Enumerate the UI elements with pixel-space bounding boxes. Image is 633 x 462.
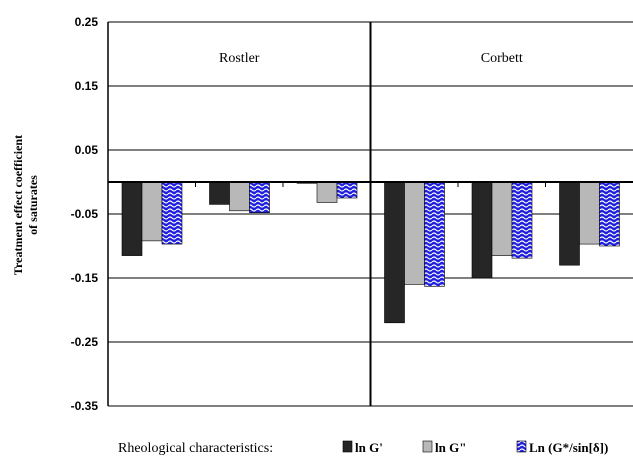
legend: Rheological characteristics: ln G' ln G" Ln… bbox=[118, 440, 608, 456]
panel-label: Corbett bbox=[481, 51, 523, 66]
bar bbox=[384, 181, 405, 324]
bar bbox=[599, 181, 620, 247]
bar bbox=[316, 181, 338, 203]
legend-swatch bbox=[422, 440, 433, 453]
bar bbox=[161, 181, 183, 245]
y-tick-label: 0.15 bbox=[75, 79, 99, 93]
y-tick-label: -0.35 bbox=[71, 399, 99, 413]
panel-labels: Rostler Corbett bbox=[219, 51, 523, 66]
axes bbox=[107, 22, 633, 406]
bar bbox=[141, 181, 163, 242]
y-tick-label: -0.15 bbox=[71, 271, 99, 285]
y-tick-label: 0.05 bbox=[75, 143, 99, 157]
bar bbox=[404, 181, 425, 285]
bar bbox=[559, 181, 580, 266]
y-tick-label: -0.05 bbox=[71, 207, 99, 221]
y-tick-label: -0.25 bbox=[71, 335, 99, 349]
legend-entry: ln G' bbox=[355, 440, 383, 455]
legend-swatch bbox=[516, 440, 527, 453]
y-axis-label-line: Treatment effect coefficient bbox=[11, 135, 25, 275]
bar bbox=[229, 181, 250, 212]
legend-swatch bbox=[342, 440, 353, 453]
bar bbox=[579, 181, 600, 245]
bar bbox=[424, 181, 445, 287]
legend-title: Rheological characteristics: bbox=[118, 441, 273, 456]
y-axis-label: Treatment effect coefficient of saturates bbox=[11, 135, 40, 275]
bar bbox=[121, 181, 143, 256]
y-tick-label: 0.25 bbox=[75, 15, 99, 29]
panel-label: Rostler bbox=[219, 51, 260, 66]
bar bbox=[209, 181, 230, 205]
y-axis-label-line: of saturates bbox=[26, 175, 40, 235]
legend-entry: ln G" bbox=[435, 440, 466, 455]
legend-entry: Ln (G*/sin[δ]) bbox=[529, 440, 608, 455]
bar bbox=[471, 181, 493, 279]
bar bbox=[249, 181, 270, 214]
y-tick-labels: 0.25 0.15 0.05 -0.05 -0.15 -0.25 -0.35 bbox=[71, 15, 99, 413]
bar bbox=[511, 181, 533, 259]
bar bbox=[491, 181, 513, 256]
bar bbox=[336, 181, 358, 199]
